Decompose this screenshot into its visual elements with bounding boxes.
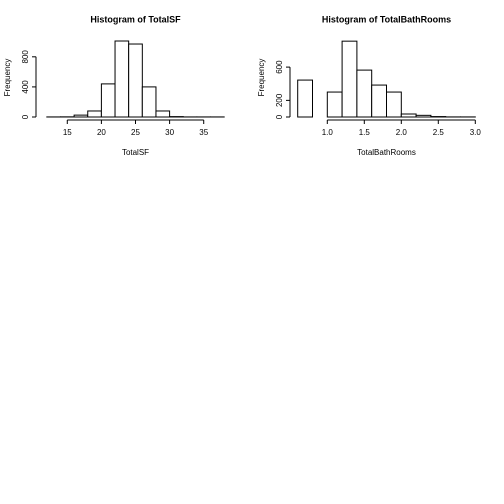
y-tick-label: 800: [21, 50, 30, 64]
y-tick-label: 200: [275, 93, 284, 107]
x-tick-label: 2.5: [433, 128, 445, 137]
bar: [386, 91, 402, 118]
bar: [371, 84, 388, 118]
bar: [326, 91, 343, 118]
y-axis-title: Frequency: [3, 59, 12, 97]
bar: [297, 79, 314, 118]
bar: [415, 114, 432, 118]
bar: [128, 43, 143, 118]
bar: [73, 114, 89, 118]
bar: [341, 40, 358, 118]
chart-title: Histogram of TotalBathRooms: [322, 14, 451, 24]
x-tick-label: 3.0: [470, 128, 482, 137]
x-tick-label: 15: [63, 128, 72, 137]
bar: [400, 113, 417, 118]
bar: [114, 40, 130, 118]
x-tick-label: 1.0: [322, 128, 334, 137]
y-axis-title: Frequency: [257, 59, 266, 97]
y-tick-label: 0: [21, 114, 30, 119]
x-tick-label: 20: [97, 128, 106, 137]
x-tick-label: 25: [131, 128, 140, 137]
bar: [155, 110, 171, 118]
y-tick-label: 400: [21, 80, 30, 94]
x-tick-label: 35: [199, 128, 208, 137]
chart-title: Histogram of TotalSF: [90, 14, 181, 24]
bar: [141, 86, 157, 118]
x-tick-label: 1.5: [359, 128, 371, 137]
x-tick-label: 30: [165, 128, 174, 137]
bar: [356, 69, 373, 118]
x-tick-label: 2.0: [396, 128, 408, 137]
x-axis-title: TotalBathRooms: [357, 148, 416, 157]
x-axis-title: TotalSF: [122, 148, 149, 157]
bar: [87, 110, 102, 118]
y-tick-label: 0: [275, 114, 284, 119]
bar: [100, 83, 116, 118]
y-tick-label: 600: [275, 60, 284, 74]
